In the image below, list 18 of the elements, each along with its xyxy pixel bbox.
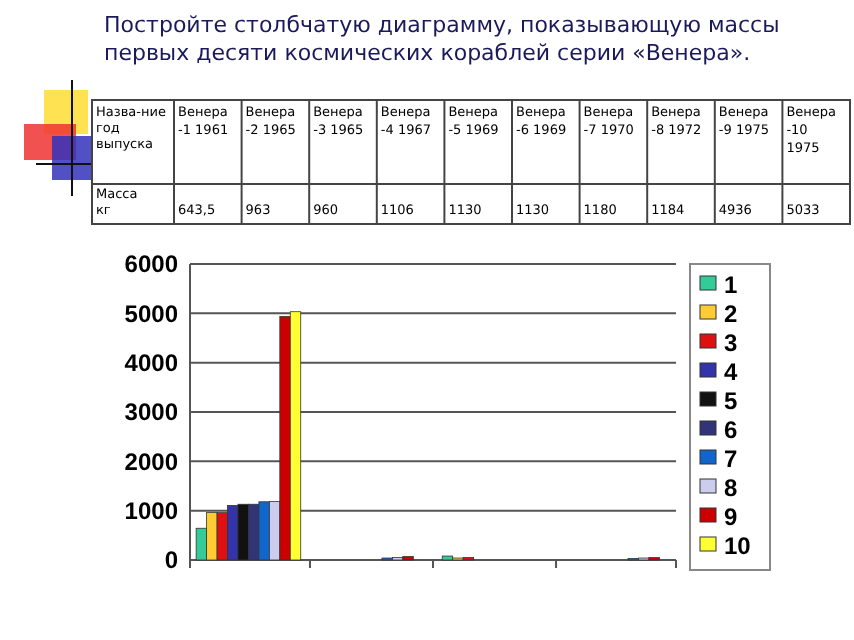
legend-label: 7 bbox=[724, 445, 738, 474]
legend-label: 5 bbox=[724, 387, 738, 416]
y-tick-label: 1000 bbox=[124, 497, 179, 526]
legend-label: 10 bbox=[724, 532, 752, 561]
legend-label: 2 bbox=[724, 300, 738, 329]
y-tick-label: 0 bbox=[164, 546, 179, 575]
legend-label: 9 bbox=[724, 503, 738, 532]
legend-label: 4 bbox=[724, 358, 738, 387]
legend-label: 3 bbox=[724, 329, 738, 358]
y-tick-label: 2000 bbox=[124, 447, 179, 476]
y-tick-label: 6000 bbox=[124, 250, 179, 279]
y-tick-label: 5000 bbox=[124, 299, 179, 328]
legend-label: 8 bbox=[724, 474, 738, 503]
y-tick-label: 4000 bbox=[124, 349, 179, 378]
y-tick-label: 3000 bbox=[124, 398, 179, 427]
legend-label: 6 bbox=[724, 416, 738, 445]
legend-label: 1 bbox=[724, 271, 738, 300]
chart-title: Постройте столбчатую диаграмму, показывающую массы первых десяти космических кораблей серии «Венера». bbox=[104, 12, 780, 66]
